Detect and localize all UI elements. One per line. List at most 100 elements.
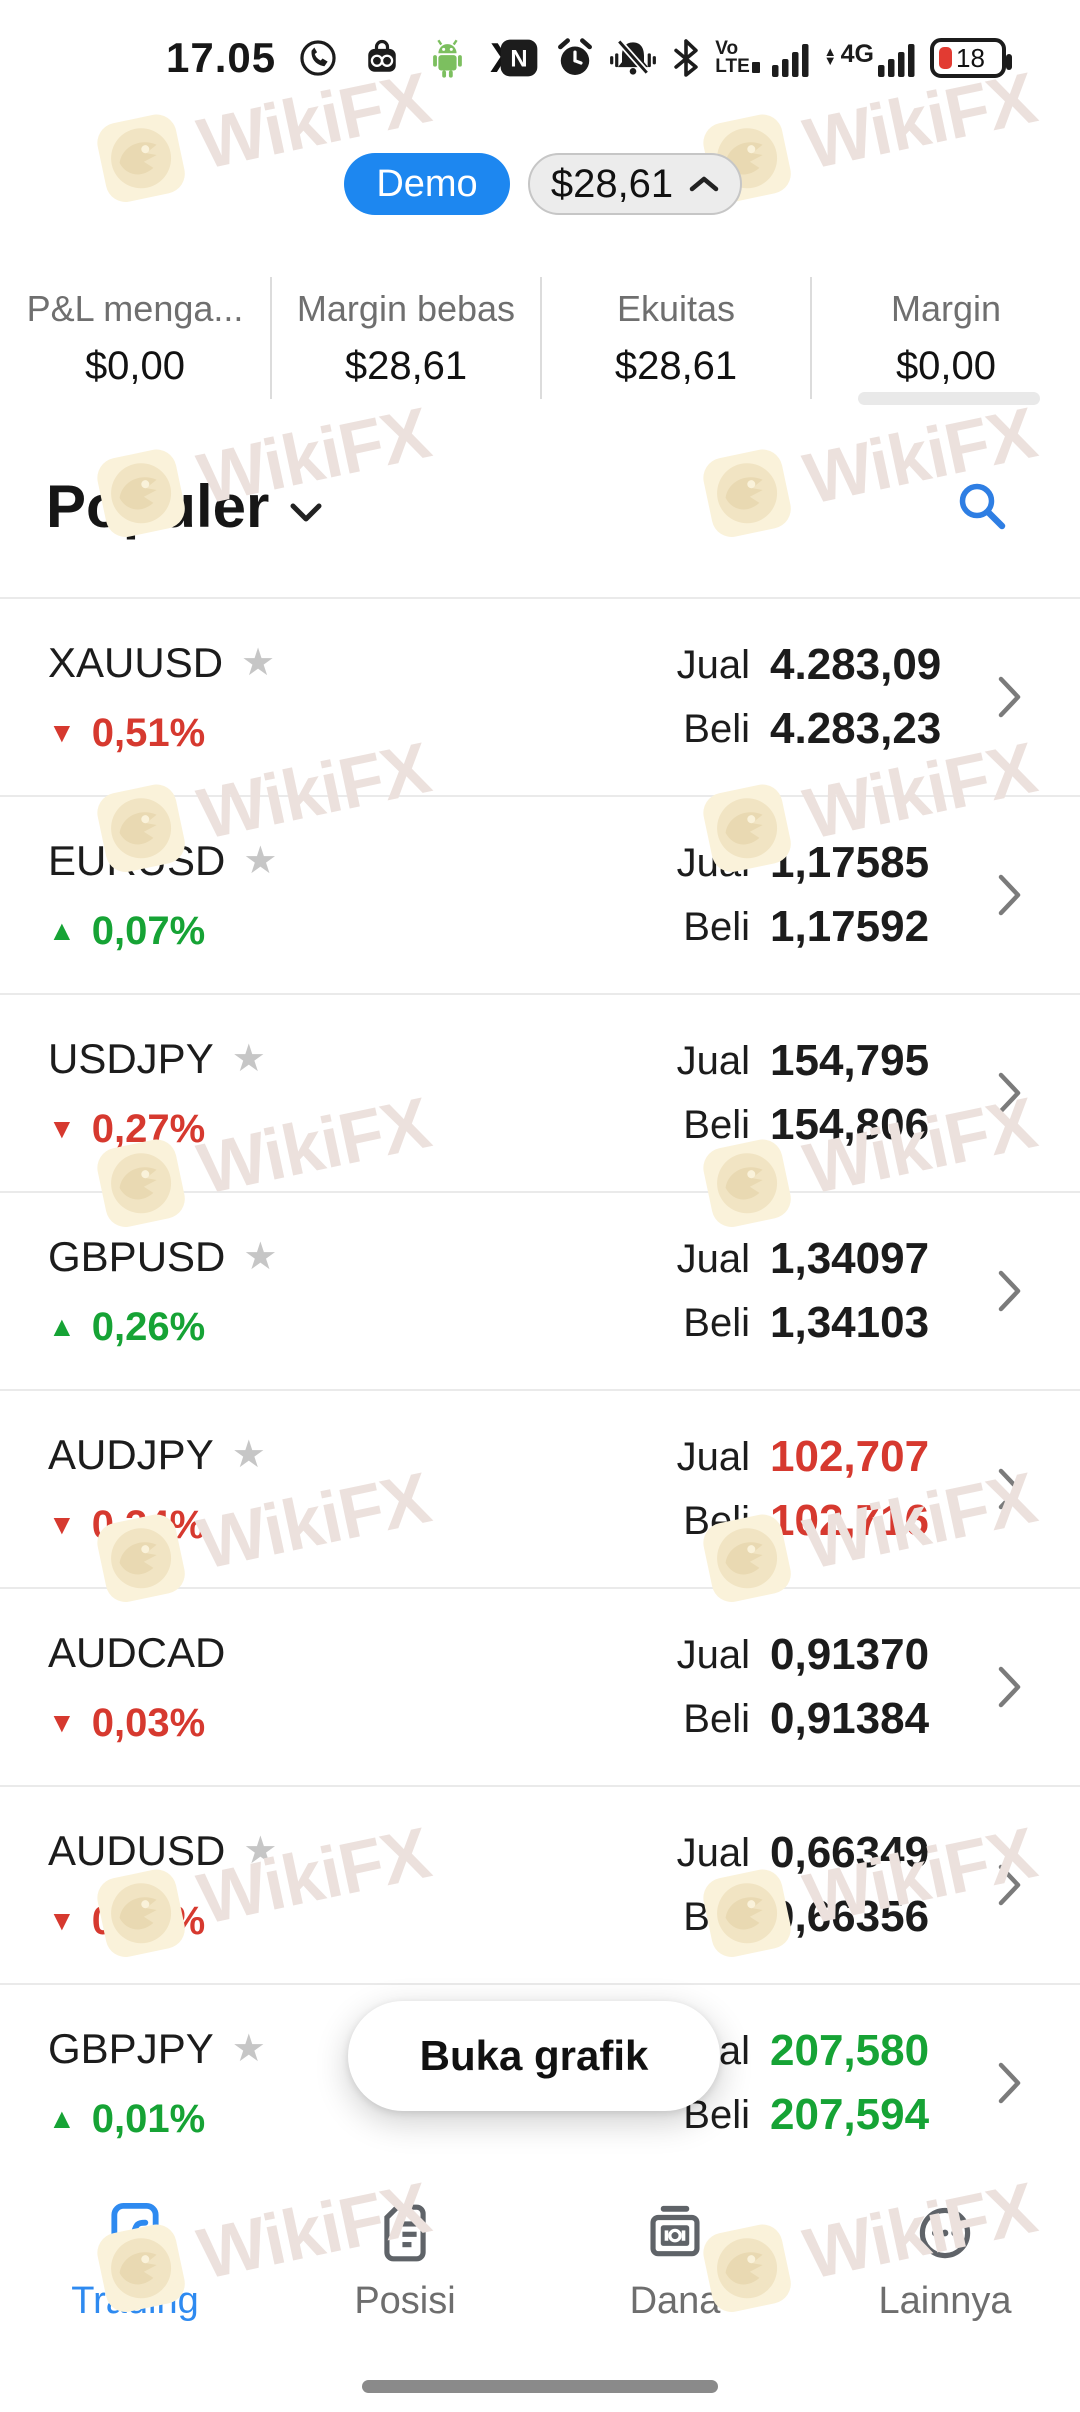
sell-price[interactable]: 207,580 xyxy=(770,2026,930,2075)
favorite-star-icon[interactable]: ★ xyxy=(243,1829,278,1872)
positions-icon xyxy=(384,2204,426,2262)
nav-item-trading[interactable]: Trading xyxy=(0,2196,270,2366)
phone-call-notification-icon xyxy=(300,40,336,76)
sell-label: Jual xyxy=(676,1632,750,1677)
clock-text: 17.05 xyxy=(166,34,277,81)
direction-triangle-icon: ▼ xyxy=(48,1113,76,1144)
buy-price[interactable]: 102,716 xyxy=(770,1496,930,1545)
instrument-row[interactable]: EURUSD ★ ▲ 0,07% Jual 1,17585 Beli 1,175… xyxy=(0,795,1080,993)
chevron-right-icon[interactable] xyxy=(996,1070,1024,1116)
chevron-right-icon[interactable] xyxy=(996,872,1024,918)
instrument-symbol: AUDUSD xyxy=(48,1826,226,1874)
battery-level-fill xyxy=(939,47,952,69)
watchlist-title[interactable]: Populer xyxy=(46,472,270,540)
nfc-icon: N xyxy=(500,39,538,77)
direction-triangle-icon: ▼ xyxy=(48,717,76,748)
battery-icon: 18 xyxy=(930,38,1012,78)
chevron-right-icon[interactable] xyxy=(996,1466,1024,1512)
summary-item: Margin $0,00 xyxy=(810,277,1080,399)
instrument-symbol: AUDCAD xyxy=(48,1628,226,1676)
sell-label: Jual xyxy=(676,1830,750,1875)
instrument-row[interactable]: AUDJPY ★ ▼ 0,34% Jual 102,707 Beli 102,7… xyxy=(0,1389,1080,1587)
signal-strength-icon xyxy=(771,44,809,77)
buy-price[interactable]: 0,66356 xyxy=(770,1892,930,1941)
nav-item-dana[interactable]: Dana xyxy=(540,2196,810,2366)
direction-triangle-icon: ▼ xyxy=(48,1905,76,1936)
chevron-right-icon[interactable] xyxy=(996,1664,1024,1710)
buy-price[interactable]: 4.283,23 xyxy=(770,704,942,753)
chevron-right-icon[interactable] xyxy=(996,1862,1024,1908)
open-chart-button[interactable]: Buka grafik xyxy=(348,2001,720,2111)
buy-price[interactable]: 207,594 xyxy=(770,2090,930,2139)
instrument-symbol: USDJPY xyxy=(48,1034,214,1082)
favorite-star-icon[interactable]: ★ xyxy=(231,2027,266,2070)
instrument-row[interactable]: AUDCAD ★ ▼ 0,03% Jual 0,91370 Beli 0,913… xyxy=(0,1587,1080,1785)
status-bar-left: 17.05 X xyxy=(166,28,518,88)
account-header: Demo $28,61 xyxy=(0,150,1080,220)
favorite-star-icon[interactable]: ★ xyxy=(231,1433,266,1476)
favorite-star-icon[interactable]: ★ xyxy=(231,1037,266,1080)
buy-label: Beli xyxy=(683,1894,750,1939)
instrument-row[interactable]: USDJPY ★ ▼ 0,27% Jual 154,795 Beli 154,8… xyxy=(0,993,1080,1191)
summary-value: $0,00 xyxy=(895,343,997,388)
instrument-symbol: GBPUSD xyxy=(48,1232,226,1280)
mute-bell-icon xyxy=(610,39,657,75)
chevron-right-icon[interactable] xyxy=(996,2060,1024,2106)
buy-price[interactable]: 1,17592 xyxy=(770,902,930,951)
buy-label: Beli xyxy=(683,1300,750,1345)
funds-icon xyxy=(650,2205,700,2257)
chevron-right-icon[interactable] xyxy=(996,1268,1024,1314)
buy-label: Beli xyxy=(683,1498,750,1543)
change-percent: ▼ 0,34% xyxy=(48,1502,206,1547)
instrument-row[interactable]: GBPUSD ★ ▲ 0,26% Jual 1,34097 Beli 1,341… xyxy=(0,1191,1080,1389)
buy-price[interactable]: 0,91384 xyxy=(770,1694,930,1743)
sell-price[interactable]: 1,17585 xyxy=(770,838,930,887)
sell-label: Jual xyxy=(676,1038,750,1083)
change-percent: ▼ 0,51% xyxy=(48,710,206,755)
buy-price[interactable]: 1,34103 xyxy=(770,1298,930,1347)
instrument-row[interactable]: XAUUSD ★ ▼ 0,51% Jual 4.283,09 Beli 4.28… xyxy=(0,597,1080,795)
sell-price[interactable]: 4.283,09 xyxy=(770,640,942,689)
summary-item: Margin bebas $28,61 xyxy=(270,277,540,399)
instrument-symbol: XAUUSD xyxy=(48,638,224,686)
android-robot-icon xyxy=(433,39,462,78)
buy-price[interactable]: 154,806 xyxy=(770,1100,930,1149)
more-icon xyxy=(919,2207,971,2259)
demo-account-button[interactable]: Demo xyxy=(344,153,510,215)
favorite-star-icon[interactable]: ★ xyxy=(241,641,276,684)
sell-label: Jual xyxy=(676,1236,750,1281)
buy-label: Beli xyxy=(683,1696,750,1741)
instrument-row[interactable]: AUDUSD ★ ▼ 0,07% Jual 0,66349 Beli 0,663… xyxy=(0,1785,1080,1983)
direction-triangle-icon: ▲ xyxy=(48,2103,76,2134)
change-percent: ▼ 0,07% xyxy=(48,1898,206,1943)
sell-price[interactable]: 102,707 xyxy=(770,1432,930,1481)
chevron-right-icon[interactable] xyxy=(996,674,1024,720)
sell-price[interactable]: 1,34097 xyxy=(770,1234,930,1283)
chevron-up-icon xyxy=(689,176,719,192)
direction-triangle-icon: ▲ xyxy=(48,1311,76,1342)
search-icon[interactable] xyxy=(954,478,1010,534)
direction-triangle-icon: ▼ xyxy=(48,1707,76,1738)
sell-price[interactable]: 0,91370 xyxy=(770,1630,930,1679)
change-percent: ▲ 0,01% xyxy=(48,2096,206,2141)
favorite-star-icon[interactable]: ★ xyxy=(243,839,278,882)
summary-label: Margin bebas xyxy=(296,287,516,329)
data-arrows-icon: ▲ ▼ xyxy=(823,43,837,68)
balance-dropdown[interactable]: $28,61 xyxy=(528,153,742,215)
home-indicator[interactable] xyxy=(362,2380,718,2393)
change-percent: ▼ 0,03% xyxy=(48,1700,206,1745)
summary-item: Ekuitas $28,61 xyxy=(540,277,810,399)
instrument-symbol: AUDJPY xyxy=(48,1430,214,1478)
battery-percent: 18 xyxy=(956,43,985,73)
nav-item-lainnya[interactable]: Lainnya xyxy=(810,2196,1080,2366)
summary-label: P&L menga... xyxy=(26,287,244,329)
nav-item-posisi[interactable]: Posisi xyxy=(270,2196,540,2366)
favorite-star-icon[interactable]: ★ xyxy=(243,1235,278,1278)
buy-label: Beli xyxy=(683,904,750,949)
sell-price[interactable]: 154,795 xyxy=(770,1036,930,1085)
chevron-down-icon[interactable] xyxy=(289,502,323,524)
instrument-symbol: GBPJPY xyxy=(48,2024,214,2072)
summary-item: P&L menga... $0,00 xyxy=(0,277,270,399)
sell-price[interactable]: 0,66349 xyxy=(770,1828,930,1877)
change-percent: ▼ 0,27% xyxy=(48,1106,206,1151)
